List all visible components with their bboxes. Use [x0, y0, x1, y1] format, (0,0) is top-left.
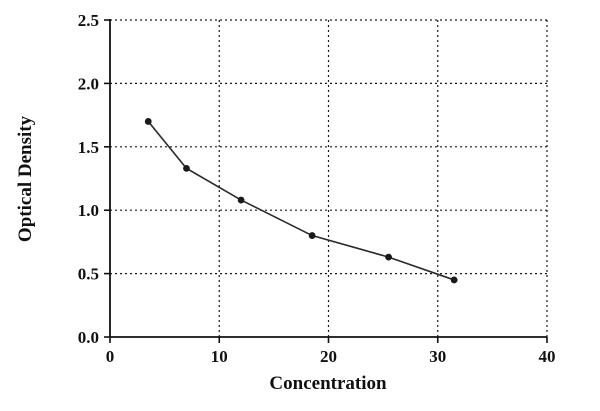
y-axis-label: Optical Density [15, 115, 36, 243]
data-point [450, 276, 458, 284]
y-tick-label: 1.0 [78, 201, 99, 220]
y-tick-label: 0.0 [78, 328, 99, 347]
data-point [144, 118, 152, 125]
data-point [237, 196, 245, 204]
y-tick-label: 2.5 [78, 11, 99, 30]
x-axis-label: Concentration [269, 373, 387, 394]
x-tick-label: 20 [320, 347, 337, 366]
data-point [385, 253, 392, 261]
data-line [147, 120, 455, 281]
x-tick-label: 40 [539, 347, 556, 366]
y-tick-label: 1.5 [78, 138, 99, 157]
y-tick-label: 0.5 [78, 265, 99, 284]
x-tick-label: 30 [429, 347, 446, 366]
data-point [183, 164, 190, 172]
x-tick-label: 10 [211, 347, 228, 366]
y-tick-label: 2.0 [78, 74, 99, 93]
data-point [308, 232, 316, 239]
x-tick-label: 0 [106, 347, 115, 366]
